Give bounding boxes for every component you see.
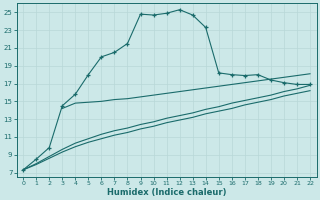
X-axis label: Humidex (Indice chaleur): Humidex (Indice chaleur) <box>107 188 226 197</box>
